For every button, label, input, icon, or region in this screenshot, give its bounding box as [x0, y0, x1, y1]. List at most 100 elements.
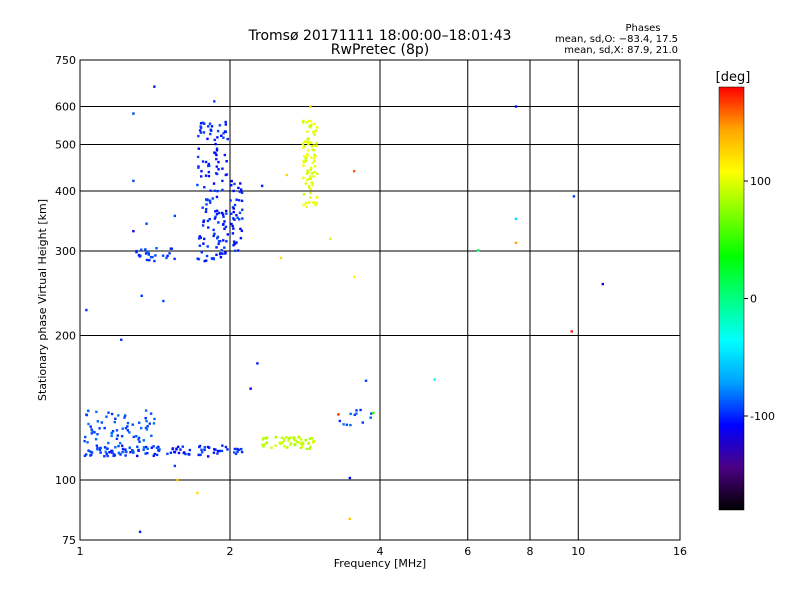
data-point — [312, 131, 315, 134]
data-point — [302, 159, 305, 163]
data-point — [307, 119, 310, 123]
data-point — [202, 237, 206, 241]
data-point — [105, 452, 108, 456]
data-point — [433, 378, 436, 381]
data-point — [370, 412, 373, 415]
data-point — [83, 454, 87, 458]
data-point — [304, 159, 308, 163]
data-point — [96, 433, 99, 436]
data-point — [294, 443, 297, 447]
data-point — [315, 142, 318, 145]
data-point — [265, 436, 269, 439]
data-point — [207, 125, 210, 128]
data-point — [197, 147, 201, 150]
data-point — [216, 237, 219, 240]
data-point — [137, 253, 141, 257]
x-tick-label: 6 — [464, 545, 471, 558]
data-point — [311, 183, 315, 187]
data-point — [221, 213, 225, 216]
data-point — [287, 437, 290, 440]
data-point — [311, 441, 315, 444]
data-point — [310, 145, 314, 148]
data-point — [150, 434, 153, 438]
data-point — [113, 420, 117, 424]
data-point — [222, 132, 225, 135]
data-point — [90, 432, 93, 435]
data-point — [104, 450, 107, 453]
data-point — [99, 446, 102, 450]
data-point — [260, 184, 264, 188]
data-point — [313, 122, 316, 126]
data-point — [90, 451, 94, 454]
data-point — [216, 136, 219, 139]
data-point — [270, 446, 273, 449]
data-point — [145, 258, 149, 262]
data-point — [289, 443, 292, 446]
colorbar-tick-label: 0 — [750, 293, 757, 306]
data-point — [196, 491, 199, 495]
data-point — [307, 201, 311, 204]
data-point — [206, 455, 210, 458]
data-point — [218, 252, 222, 256]
data-point — [232, 189, 235, 193]
data-point — [285, 173, 288, 177]
data-point — [103, 446, 107, 449]
data-point — [313, 170, 316, 174]
data-point — [514, 217, 518, 221]
data-point — [316, 172, 319, 175]
data-point — [302, 193, 306, 196]
data-point — [107, 411, 110, 414]
data-point — [308, 141, 311, 144]
y-tick-label: 600 — [55, 101, 76, 114]
data-point — [224, 173, 228, 177]
data-point — [214, 215, 217, 219]
data-point — [224, 209, 228, 213]
data-point — [173, 464, 177, 468]
data-point — [197, 453, 200, 457]
data-point — [217, 240, 221, 243]
data-point — [216, 449, 220, 453]
data-point — [221, 252, 224, 255]
data-point — [284, 435, 288, 439]
data-point — [308, 447, 311, 451]
data-point — [215, 253, 218, 256]
data-point — [234, 452, 238, 456]
data-point — [353, 413, 357, 417]
data-point — [304, 438, 308, 442]
data-point — [223, 246, 226, 249]
data-point — [214, 448, 217, 451]
data-point — [239, 236, 243, 240]
data-point — [220, 249, 223, 252]
data-point — [293, 436, 296, 439]
data-point — [225, 212, 228, 215]
data-point — [90, 428, 93, 431]
data-point — [218, 124, 222, 127]
data-point — [155, 246, 158, 250]
data-point — [129, 450, 132, 454]
data-point — [249, 387, 252, 390]
data-point — [231, 232, 235, 235]
data-point — [278, 441, 281, 444]
data-point — [201, 121, 205, 124]
data-point — [279, 256, 283, 260]
data-point — [146, 451, 149, 455]
data-point — [233, 447, 237, 451]
x-tick-label: 4 — [377, 545, 384, 558]
data-point — [203, 259, 206, 263]
data-point — [208, 217, 211, 221]
data-point — [153, 417, 156, 421]
data-point — [204, 210, 208, 213]
data-point — [128, 446, 132, 449]
data-point — [209, 201, 212, 204]
data-point — [202, 219, 206, 222]
data-point — [140, 294, 143, 297]
data-point — [206, 199, 209, 202]
data-point — [183, 451, 186, 454]
data-point — [221, 188, 224, 192]
data-point — [274, 444, 277, 447]
data-point — [283, 439, 286, 442]
data-point — [224, 225, 228, 229]
data-point — [200, 448, 203, 452]
data-point — [303, 140, 306, 143]
y-axis-label: Stationary phase Virtual Height [km] — [36, 199, 49, 401]
